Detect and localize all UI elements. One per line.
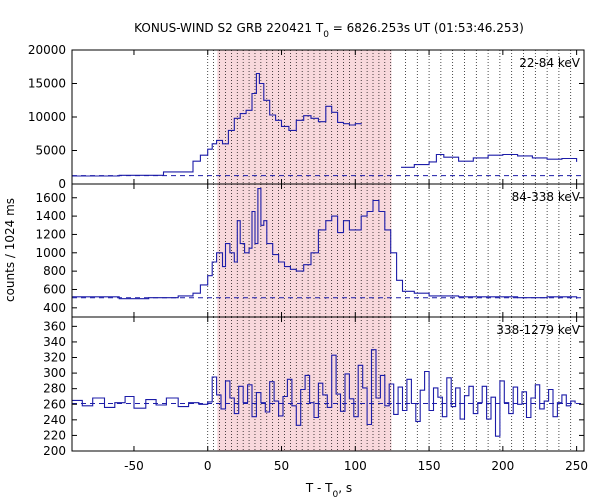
y-tick-label: 15000 xyxy=(28,77,66,91)
count-rate-curve xyxy=(72,188,578,300)
y-tick-label: 280 xyxy=(43,382,66,396)
x-tick-label: 200 xyxy=(491,459,514,473)
y-tick-label: 1000 xyxy=(35,246,66,260)
panel-frame xyxy=(71,316,585,452)
shaded-interval xyxy=(217,184,392,317)
y-tick-label: 240 xyxy=(43,413,66,427)
y-tick-label: 360 xyxy=(43,319,66,333)
count-rate-curve xyxy=(72,72,362,177)
y-tick-label: 400 xyxy=(43,301,66,315)
panel-1: 0 5000 10000 15000 20000 22-84 keV xyxy=(28,43,585,191)
x-tick-label: 50 xyxy=(274,459,289,473)
y-tick-label: 220 xyxy=(43,428,66,442)
shaded-interval xyxy=(217,50,392,184)
count-rate-curve xyxy=(72,349,576,437)
chart-title: KONUS-WIND S2 GRB 220421 T0 = 6826.253s … xyxy=(134,21,524,40)
y-tick-label: 320 xyxy=(43,351,66,365)
y-tick-label: 200 xyxy=(43,444,66,458)
x-tick-label: 100 xyxy=(344,459,367,473)
y-tick-label: 260 xyxy=(43,397,66,411)
y-tick-label: 5000 xyxy=(35,144,66,158)
energy-band-label: 84-338 keV xyxy=(512,190,581,204)
panel-2: 400 600 800 1000 1200 1400 1600 84-338 keV xyxy=(35,183,585,318)
y-tick-label: 0 xyxy=(58,177,66,191)
y-tick-label: 10000 xyxy=(28,110,66,124)
y-axis-label: counts / 1024 ms xyxy=(3,198,17,302)
x-tick-label: -50 xyxy=(124,459,144,473)
x-tick-label: 0 xyxy=(204,459,212,473)
count-rate-curve xyxy=(401,153,578,168)
y-tick-label: 300 xyxy=(43,366,66,380)
energy-band-label: 338-1279 keV xyxy=(496,323,580,337)
y-tick-label: 800 xyxy=(43,264,66,278)
x-axis-label: T - T0, s xyxy=(305,481,352,500)
y-tick-label: 340 xyxy=(43,335,66,349)
y-tick-label: 600 xyxy=(43,282,66,296)
y-tick-label: 1600 xyxy=(35,191,66,205)
y-tick-label: 20000 xyxy=(28,43,66,57)
y-tick-label: 1200 xyxy=(35,227,66,241)
x-tick-label: 250 xyxy=(565,459,588,473)
y-tick-label: 1400 xyxy=(35,209,66,223)
energy-band-label: 22-84 keV xyxy=(519,56,581,70)
x-tick-label: 150 xyxy=(418,459,441,473)
